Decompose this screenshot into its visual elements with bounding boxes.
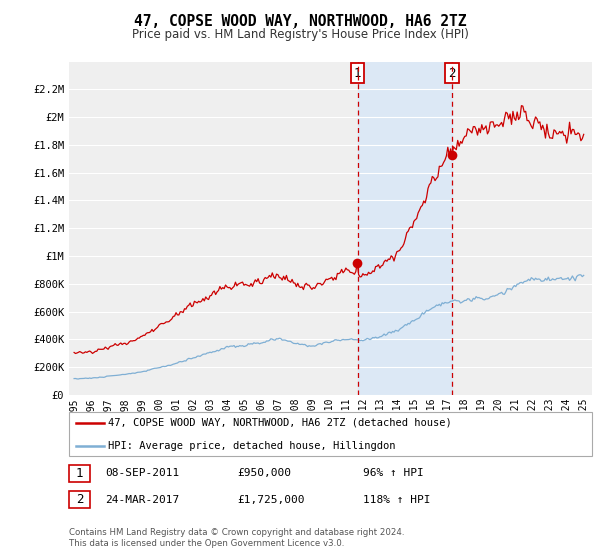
Text: 96% ↑ HPI: 96% ↑ HPI bbox=[363, 468, 424, 478]
Text: HPI: Average price, detached house, Hillingdon: HPI: Average price, detached house, Hill… bbox=[108, 441, 395, 451]
Text: Price paid vs. HM Land Registry's House Price Index (HPI): Price paid vs. HM Land Registry's House … bbox=[131, 28, 469, 41]
Text: 24-MAR-2017: 24-MAR-2017 bbox=[105, 494, 179, 505]
Text: £950,000: £950,000 bbox=[237, 468, 291, 478]
Text: Contains HM Land Registry data © Crown copyright and database right 2024.
This d: Contains HM Land Registry data © Crown c… bbox=[69, 528, 404, 548]
Text: 2: 2 bbox=[448, 67, 455, 80]
Text: 118% ↑ HPI: 118% ↑ HPI bbox=[363, 494, 431, 505]
Text: 47, COPSE WOOD WAY, NORTHWOOD, HA6 2TZ: 47, COPSE WOOD WAY, NORTHWOOD, HA6 2TZ bbox=[134, 14, 466, 29]
Text: 08-SEP-2011: 08-SEP-2011 bbox=[105, 468, 179, 478]
Text: £1,725,000: £1,725,000 bbox=[237, 494, 305, 505]
Bar bbox=[358, 62, 452, 395]
Text: 1: 1 bbox=[354, 67, 361, 80]
Text: 2: 2 bbox=[76, 493, 83, 506]
Text: 47, COPSE WOOD WAY, NORTHWOOD, HA6 2TZ (detached house): 47, COPSE WOOD WAY, NORTHWOOD, HA6 2TZ (… bbox=[108, 418, 452, 428]
Text: 1: 1 bbox=[76, 466, 83, 480]
